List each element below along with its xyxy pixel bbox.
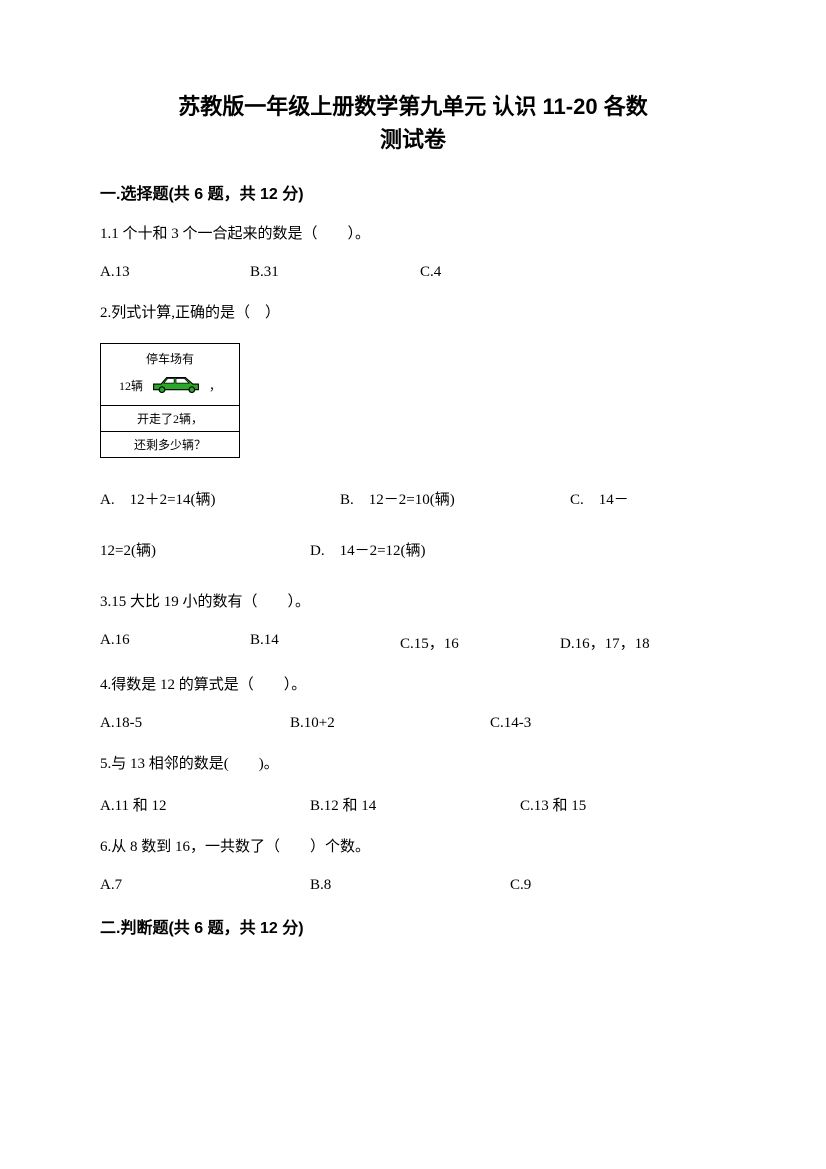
q3-opt-d: D.16，17，18 <box>560 632 650 653</box>
q3-options: A.16 B.14 C.15，16 D.16，17，18 <box>100 632 726 653</box>
q2-box-top: 停车场有 12辆 ， <box>101 344 239 406</box>
q3-opt-c: C.15，16 <box>400 632 560 653</box>
q5-opt-c: C.13 和 15 <box>520 794 586 815</box>
q3-opt-b: B.14 <box>250 632 400 653</box>
q1-options: A.13 B.31 C.4 <box>100 264 726 281</box>
q6-text: 6.从 8 数到 16，一共数了（ ）个数。 <box>100 835 726 859</box>
q2-box-mid: 开走了2辆， <box>101 406 239 432</box>
q4-opt-b: B.10+2 <box>290 715 490 732</box>
q1-opt-c: C.4 <box>420 264 441 281</box>
q1-opt-b: B.31 <box>250 264 420 281</box>
q2-box-top-text: 停车场有 <box>109 350 231 367</box>
q6-options: A.7 B.8 C.9 <box>100 877 726 894</box>
car-icon <box>147 371 205 399</box>
q2-opt-c: C. 14－ <box>570 488 629 509</box>
q2-box-num: 12辆 <box>119 377 143 394</box>
q2-options-line1: A. 12＋2=14(辆) B. 12－2=10(辆) C. 14－ <box>100 488 726 509</box>
title-line-1: 苏教版一年级上册数学第九单元 认识 11-20 各数 <box>100 90 726 123</box>
q5-options: A.11 和 12 B.12 和 14 C.13 和 15 <box>100 794 726 815</box>
page-title: 苏教版一年级上册数学第九单元 认识 11-20 各数 测试卷 <box>100 90 726 156</box>
q5-text: 5.与 13 相邻的数是( )。 <box>100 752 726 776</box>
section-1-header: 一.选择题(共 6 题，共 12 分) <box>100 180 726 204</box>
q2-opt-b: B. 12－2=10(辆) <box>340 488 570 509</box>
q1-text: 1.1 个十和 3 个一合起来的数是（ ）。 <box>100 222 726 246</box>
q6-opt-c: C.9 <box>510 877 531 894</box>
q2-options-line2: 12=2(辆) D. 14－2=12(辆) <box>100 539 726 560</box>
q2-opt-c2: 12=2(辆) <box>100 539 310 560</box>
q5-opt-b: B.12 和 14 <box>310 794 520 815</box>
q4-opt-a: A.18-5 <box>100 715 290 732</box>
q6-opt-b: B.8 <box>310 877 510 894</box>
q4-text: 4.得数是 12 的算式是（ ）。 <box>100 673 726 697</box>
q1-opt-a: A.13 <box>100 264 250 281</box>
q2-car-row: 12辆 ， <box>109 371 231 399</box>
q2-opt-a: A. 12＋2=14(辆) <box>100 488 340 509</box>
q4-options: A.18-5 B.10+2 C.14-3 <box>100 715 726 732</box>
q2-box-comma: ， <box>209 377 221 394</box>
q3-text: 3.15 大比 19 小的数有（ ）。 <box>100 590 726 614</box>
q2-word-problem-box: 停车场有 12辆 ， 开走了2辆， 还剩多少辆？ <box>100 343 240 458</box>
q5-opt-a: A.11 和 12 <box>100 794 310 815</box>
section-2-header: 二.判断题(共 6 题，共 12 分) <box>100 914 726 938</box>
title-line-2: 测试卷 <box>100 123 726 156</box>
q2-text: 2.列式计算,正确的是（ ） <box>100 301 726 325</box>
q3-opt-a: A.16 <box>100 632 250 653</box>
q2-box-bot: 还剩多少辆？ <box>101 432 239 457</box>
q6-opt-a: A.7 <box>100 877 310 894</box>
q4-opt-c: C.14-3 <box>490 715 531 732</box>
q2-opt-d: D. 14－2=12(辆) <box>310 539 426 560</box>
